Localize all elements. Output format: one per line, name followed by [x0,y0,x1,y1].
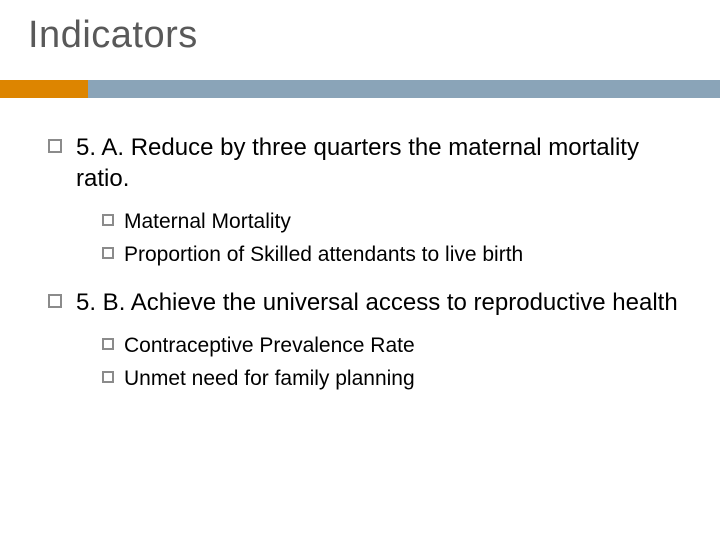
sublist: Contraceptive Prevalence Rate Unmet need… [102,332,680,393]
sublist-item-text: Contraceptive Prevalence Rate [124,332,415,360]
list-item-row: 5. B. Achieve the universal access to re… [48,287,680,318]
sublist-item: Proportion of Skilled attendants to live… [102,241,680,269]
divider-main [88,80,720,98]
list-item-text: 5. B. Achieve the universal access to re… [76,287,678,318]
sublist-item-text: Proportion of Skilled attendants to live… [124,241,523,269]
content-area: 5. A. Reduce by three quarters the mater… [48,132,680,411]
list-item: 5. B. Achieve the universal access to re… [48,287,680,393]
list-item: 5. A. Reduce by three quarters the mater… [48,132,680,269]
square-bullet-icon [102,371,114,383]
list-item-text: 5. A. Reduce by three quarters the mater… [76,132,680,194]
square-bullet-icon [102,338,114,350]
divider-accent [0,80,88,98]
sublist-item: Unmet need for family planning [102,365,680,393]
sublist-item-text: Maternal Mortality [124,208,291,236]
square-bullet-icon [102,247,114,259]
square-bullet-icon [102,214,114,226]
list-item-row: 5. A. Reduce by three quarters the mater… [48,132,680,194]
slide-title: Indicators [28,14,198,57]
divider-bar [0,80,720,98]
sublist-item: Contraceptive Prevalence Rate [102,332,680,360]
square-bullet-icon [48,294,62,308]
sublist: Maternal Mortality Proportion of Skilled… [102,208,680,269]
sublist-item: Maternal Mortality [102,208,680,236]
square-bullet-icon [48,139,62,153]
slide: Indicators 5. A. Reduce by three quarter… [0,0,720,540]
sublist-item-text: Unmet need for family planning [124,365,415,393]
